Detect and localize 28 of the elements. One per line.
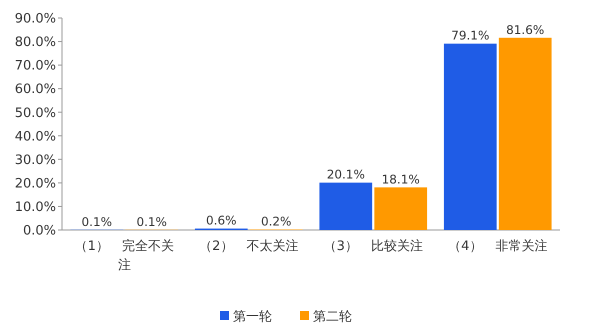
data-label: 79.1% [451, 28, 490, 43]
y-tick-label: 60.0% [14, 82, 56, 98]
legend-label: 第一轮 [233, 310, 272, 325]
y-tick-label: 70.0% [14, 58, 56, 74]
y-tick-label: 80.0% [14, 35, 56, 50]
y-tick-label: 10.0% [14, 200, 56, 215]
data-label: 18.1% [382, 172, 420, 186]
data-label: 20.1% [326, 168, 365, 182]
y-tick-label: 50.0% [14, 106, 56, 121]
y-tick-label: 90.0% [14, 12, 56, 27]
bar [498, 38, 552, 230]
data-label: 0.2% [260, 214, 292, 229]
x-tick-label: （4） 非常关注 [448, 239, 548, 254]
x-tick-label: （3） 比较关注 [324, 239, 423, 254]
y-tick-label: 20.0% [14, 176, 56, 192]
legend-label: 第二轮 [313, 310, 352, 325]
y-tick-label: 30.0% [14, 152, 56, 168]
data-label: 0.1% [82, 214, 112, 229]
bar [319, 182, 372, 230]
data-label: 0.6% [206, 214, 237, 228]
y-tick-label: 40.0% [14, 129, 56, 144]
x-tick-label: （1） 完全不关注 [74, 238, 174, 273]
y-tick-label: 0.0% [22, 224, 56, 239]
x-tick-label: （2） 不太关注 [199, 239, 298, 254]
bar [444, 44, 497, 230]
data-label: 0.1% [136, 214, 167, 229]
bar [374, 187, 428, 230]
data-label: 81.6% [506, 22, 544, 37]
